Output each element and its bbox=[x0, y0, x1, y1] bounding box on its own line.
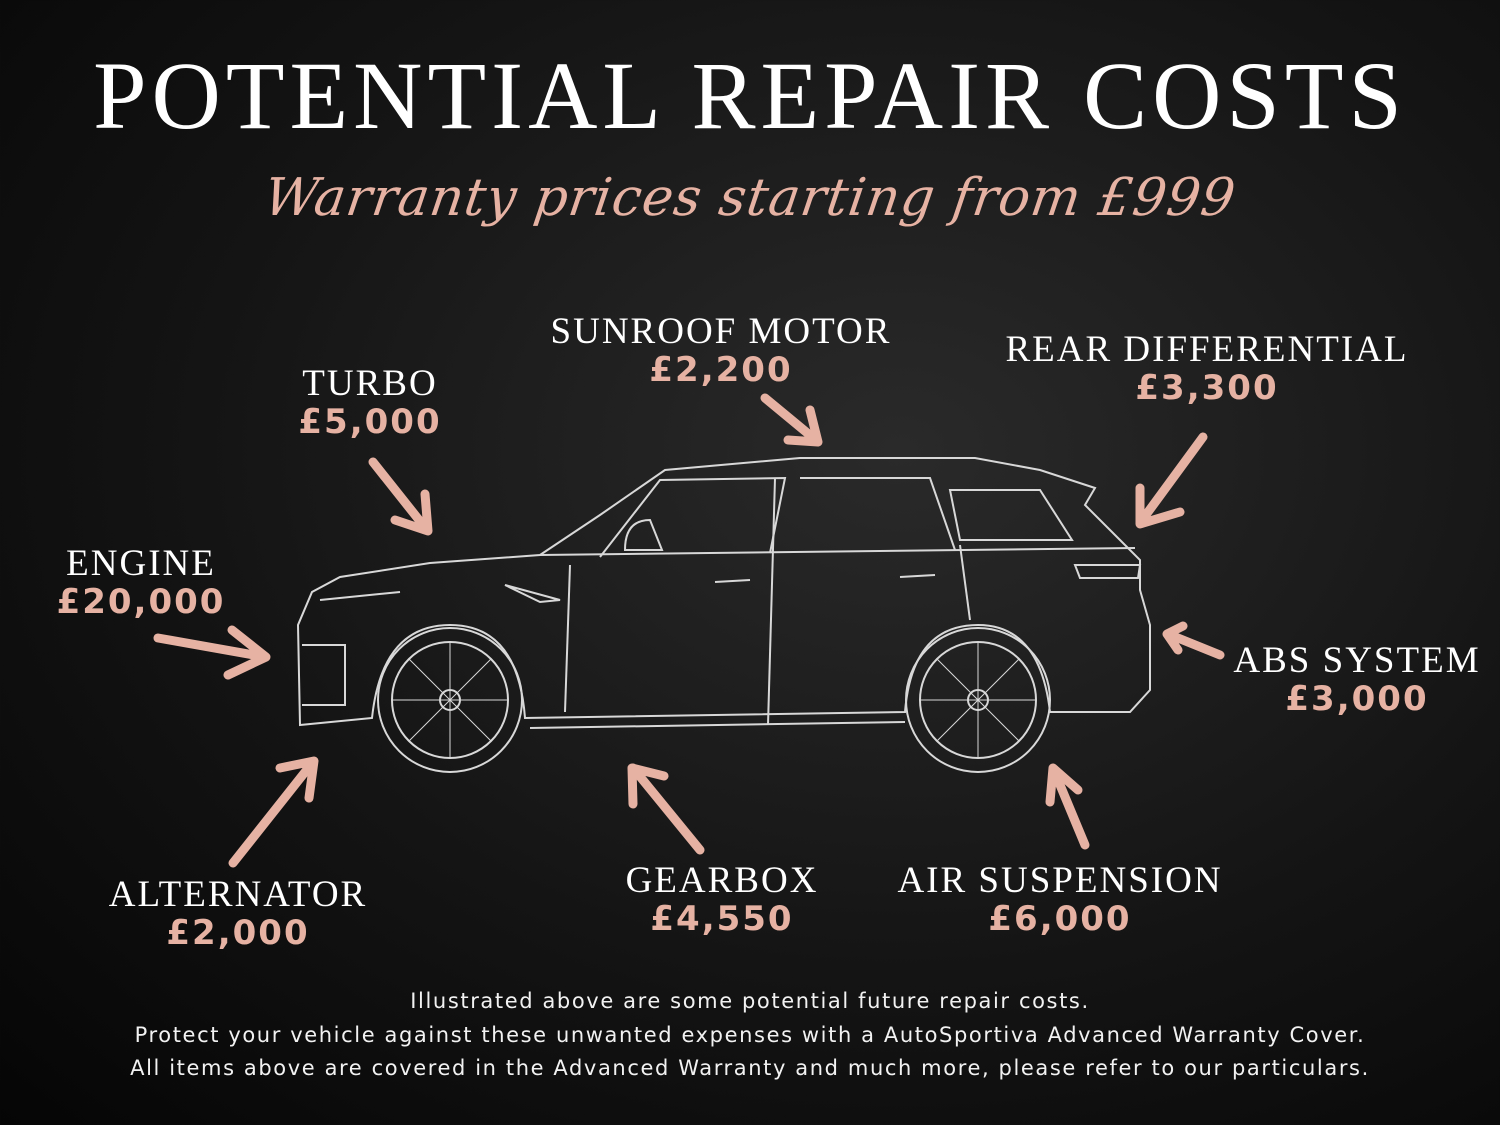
arrow-gearbox-icon bbox=[627, 763, 705, 855]
label-turbo: TURBO £5,000 bbox=[298, 363, 442, 442]
part-price: £3,000 bbox=[1285, 679, 1429, 719]
part-price: £3,300 bbox=[1135, 368, 1279, 408]
part-name: ALTERNATOR bbox=[108, 874, 368, 915]
part-price: £20,000 bbox=[56, 582, 226, 622]
part-name: ENGINE bbox=[66, 543, 216, 584]
arrow-alternator-icon bbox=[228, 756, 319, 868]
part-price: £6,000 bbox=[988, 899, 1132, 939]
arrow-rear-differential-icon bbox=[1135, 432, 1208, 529]
part-price: £2,200 bbox=[649, 350, 793, 390]
part-name: TURBO bbox=[302, 363, 438, 404]
label-rear-differential: REAR DIFFERENTIAL £3,300 bbox=[1005, 329, 1409, 408]
part-name: ABS SYSTEM bbox=[1233, 640, 1481, 681]
part-price: £2,000 bbox=[166, 913, 310, 953]
label-abs-system: ABS SYSTEM £3,000 bbox=[1233, 640, 1481, 719]
label-sunroof-motor: SUNROOF MOTOR £2,200 bbox=[550, 311, 892, 390]
footer-line: Illustrated above are some potential fut… bbox=[410, 989, 1090, 1013]
arrow-air-suspension-icon bbox=[1045, 763, 1090, 850]
footer-line: Protect your vehicle against these unwan… bbox=[134, 1022, 1366, 1047]
label-gearbox: GEARBOX £4,550 bbox=[625, 860, 819, 939]
arrow-abs-icon bbox=[1162, 621, 1225, 660]
arrow-engine-icon bbox=[153, 625, 271, 680]
footer-line: All items above are covered in the Advan… bbox=[130, 1056, 1370, 1080]
part-name: REAR DIFFERENTIAL bbox=[1005, 329, 1409, 370]
part-price: £5,000 bbox=[298, 402, 442, 442]
car-outline bbox=[296, 457, 1151, 773]
part-name: SUNROOF MOTOR bbox=[550, 311, 892, 352]
part-name: AIR SUSPENSION bbox=[897, 860, 1223, 901]
footer-disclaimer: Illustrated above are some potential fut… bbox=[0, 985, 1500, 1086]
arrows bbox=[153, 393, 1225, 868]
label-air-suspension: AIR SUSPENSION £6,000 bbox=[897, 860, 1223, 939]
label-engine: ENGINE £20,000 bbox=[56, 543, 226, 622]
arrow-sunroof-icon bbox=[760, 393, 823, 447]
part-name: GEARBOX bbox=[625, 860, 819, 901]
label-alternator: ALTERNATOR £2,000 bbox=[108, 874, 368, 953]
page-title: POTENTIAL REPAIR COSTS bbox=[93, 42, 1407, 149]
part-price: £4,550 bbox=[650, 899, 794, 939]
arrow-turbo-icon bbox=[368, 457, 433, 536]
